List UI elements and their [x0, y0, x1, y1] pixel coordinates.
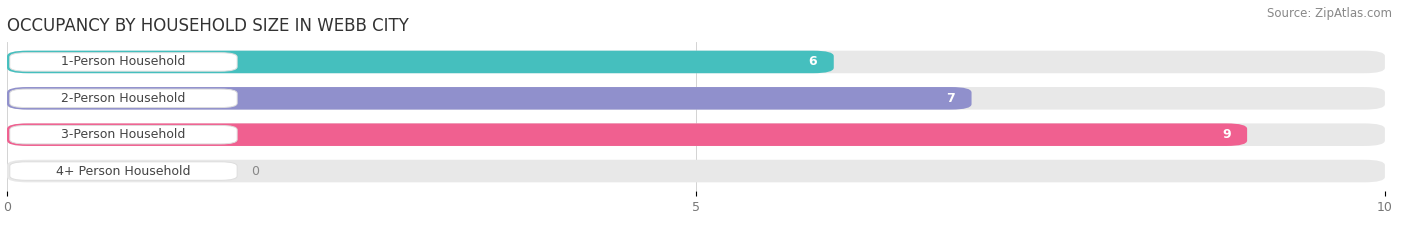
FancyBboxPatch shape — [7, 123, 1385, 146]
Text: 0: 0 — [250, 164, 259, 178]
Text: Source: ZipAtlas.com: Source: ZipAtlas.com — [1267, 7, 1392, 20]
Text: 4+ Person Household: 4+ Person Household — [56, 164, 191, 178]
Text: 3-Person Household: 3-Person Household — [62, 128, 186, 141]
FancyBboxPatch shape — [7, 160, 1385, 182]
Text: 6: 6 — [808, 55, 817, 69]
Text: 1-Person Household: 1-Person Household — [62, 55, 186, 69]
Text: 7: 7 — [946, 92, 955, 105]
FancyBboxPatch shape — [10, 53, 238, 71]
FancyBboxPatch shape — [7, 123, 1247, 146]
FancyBboxPatch shape — [10, 125, 238, 144]
FancyBboxPatch shape — [10, 162, 238, 180]
Text: 9: 9 — [1222, 128, 1230, 141]
FancyBboxPatch shape — [7, 87, 972, 110]
FancyBboxPatch shape — [7, 87, 1385, 110]
FancyBboxPatch shape — [7, 51, 1385, 73]
Text: OCCUPANCY BY HOUSEHOLD SIZE IN WEBB CITY: OCCUPANCY BY HOUSEHOLD SIZE IN WEBB CITY — [7, 17, 409, 35]
FancyBboxPatch shape — [7, 51, 834, 73]
Text: 2-Person Household: 2-Person Household — [62, 92, 186, 105]
FancyBboxPatch shape — [10, 89, 238, 108]
